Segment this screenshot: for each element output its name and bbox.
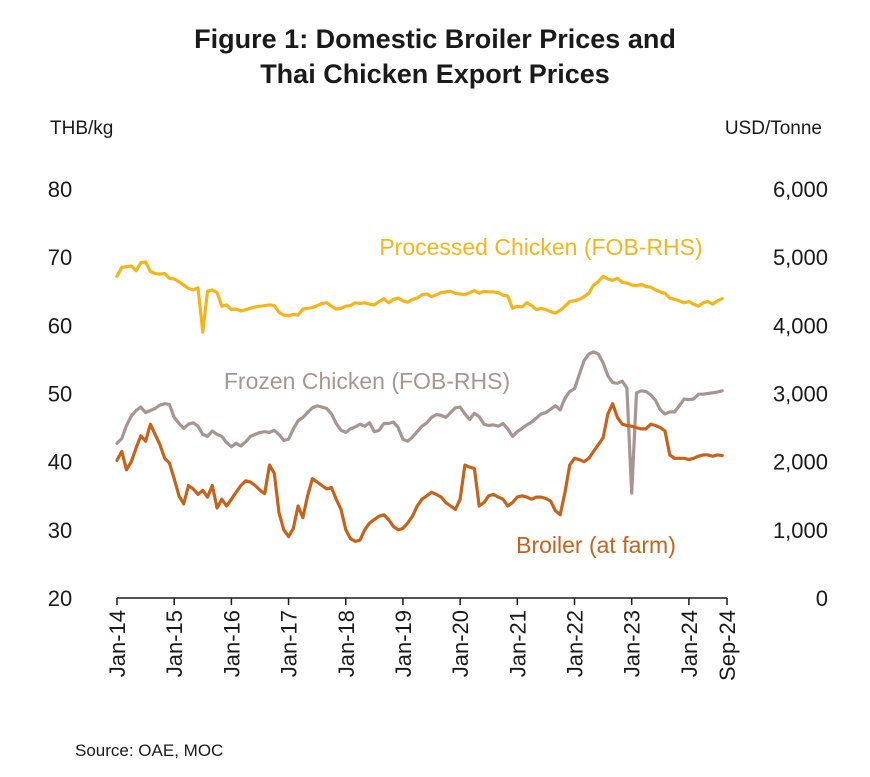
chart-title: Figure 1: Domestic Broiler Prices and Th… [0, 22, 870, 92]
series-label-frozen: Frozen Chicken (FOB-RHS) [224, 368, 510, 394]
series-lines [115, 260, 724, 543]
series-label-processed: Processed Chicken (FOB-RHS) [379, 234, 702, 260]
x-tick-label: Jan-20 [448, 610, 473, 677]
x-tick-label: Jan-21 [505, 610, 530, 677]
chart-title-line-2: Thai Chicken Export Prices [260, 59, 610, 89]
y-right-tick-label: 1,000 [773, 518, 828, 543]
series-broiler-line [115, 402, 724, 543]
y-right-tick-label: 5,000 [773, 245, 828, 270]
x-tick-label: Jan-17 [277, 610, 302, 677]
y-right-tick-label: 4,000 [773, 313, 828, 338]
x-tick-label: Jan-16 [219, 610, 244, 677]
series-label-broiler: Broiler (at farm) [516, 532, 676, 558]
x-tick-label: Jan-18 [334, 610, 359, 677]
x-tick-label: Jan-19 [391, 610, 416, 677]
y-left-tick-label: 50 [48, 382, 72, 407]
chart-title-line-1: Figure 1: Domestic Broiler Prices and [194, 24, 676, 54]
y-left-tick-label: 40 [48, 450, 72, 475]
x-tick-label: Jan-15 [162, 610, 187, 677]
x-tick-label: Jan-14 [105, 610, 130, 677]
x-tick-label: Jan-24 [677, 610, 702, 677]
x-tick-label: Jan-22 [563, 610, 588, 677]
series-frozen-chicken-line [115, 350, 724, 495]
right-axis-unit: USD/Tonne [725, 118, 822, 139]
y-left-tick-label: 20 [48, 586, 72, 611]
y-left-tick-label: 80 [48, 177, 72, 202]
y-left-tick-label: 70 [48, 245, 72, 270]
y-right-tick-label: 0 [816, 586, 828, 611]
source-note: Source: OAE, MOC [75, 741, 224, 760]
y-right-tick-label: 6,000 [773, 177, 828, 202]
y-right-tick-label: 2,000 [773, 450, 828, 475]
y-left-tick-label: 60 [48, 313, 72, 338]
y-right-tick-label: 3,000 [773, 382, 828, 407]
y-left-tick-label: 30 [48, 518, 72, 543]
series-processed-chicken-line [115, 260, 724, 334]
x-tick-label: Sep-24 [715, 610, 740, 681]
left-axis-ticks: 80 70 60 50 40 30 20 [48, 177, 72, 611]
left-axis-unit: THB/kg [50, 118, 113, 139]
right-axis-ticks: 6,000 5,000 4,000 3,000 2,000 1,000 0 [773, 177, 828, 611]
x-tick-label: Jan-23 [620, 610, 645, 677]
x-axis-ticks: Jan-14 Jan-15 Jan-16 Jan-17 Jan-18 Jan-19 Jan-… [105, 598, 740, 681]
